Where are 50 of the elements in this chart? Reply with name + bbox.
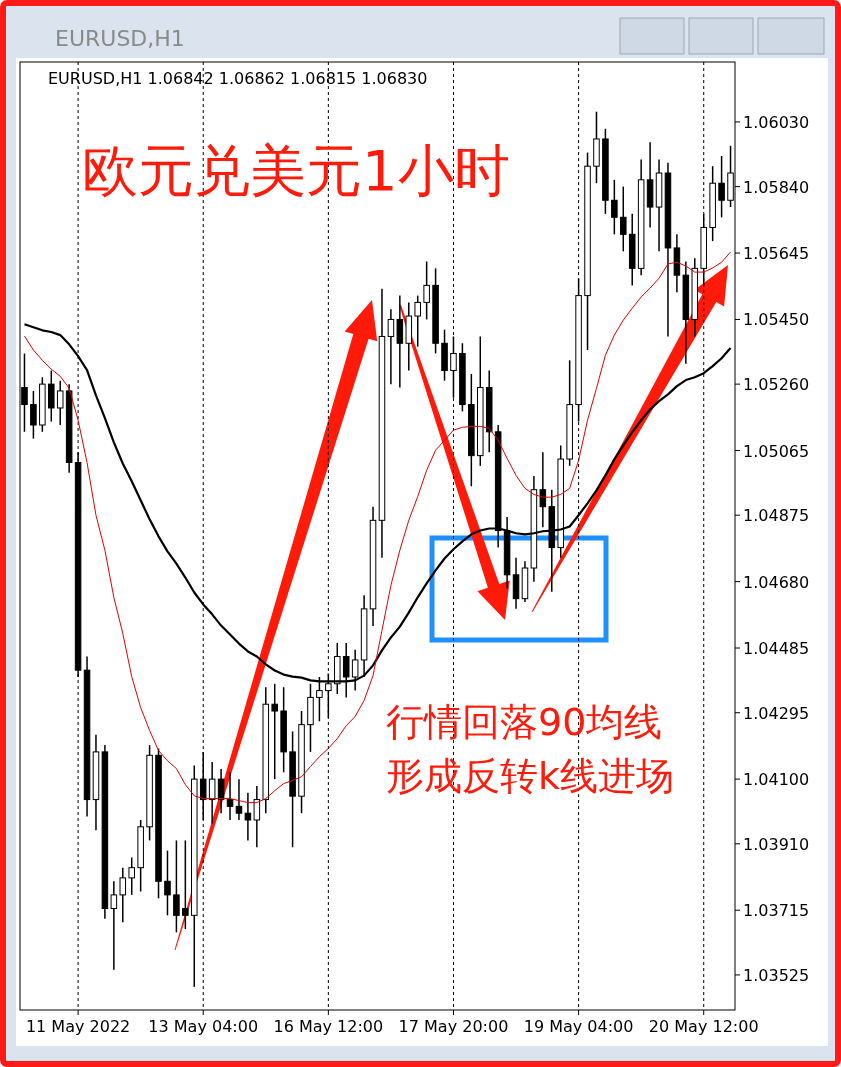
x-tick-label: 19 May 04:00 <box>523 1017 634 1036</box>
candlestick <box>182 839 189 930</box>
y-tick-label: 1.03910 <box>743 834 810 854</box>
y-tick-label: 1.05840 <box>743 177 810 197</box>
candlestick <box>48 369 55 423</box>
candlestick <box>128 856 135 896</box>
candlestick <box>30 390 37 440</box>
candlestick <box>110 880 118 971</box>
chart-title: EURUSD,H1 <box>55 26 185 51</box>
x-tick-label: 20 May 12:00 <box>648 1017 759 1036</box>
y-tick-label: 1.04680 <box>743 572 810 592</box>
candlestick <box>217 768 225 814</box>
x-tick-label: 13 May 04:00 <box>148 1017 259 1036</box>
y-tick-label: 1.05645 <box>743 244 810 264</box>
text: EURUSD,H1 1.06842 1.06862 1.06815 1.06830 <box>48 69 428 88</box>
candlestick <box>718 155 725 219</box>
y-tick-label: 1.03715 <box>743 901 810 921</box>
y-tick-label: 1.04295 <box>743 703 810 723</box>
candlestick <box>396 294 404 389</box>
x-tick-label: 17 May 20:00 <box>398 1017 509 1036</box>
y-tick-label: 1.05260 <box>743 375 810 395</box>
candlestick <box>226 771 234 821</box>
candlestick <box>414 294 421 348</box>
x-tick-label: 11 May 2022 <box>25 1017 131 1036</box>
y-tick-label: 1.04485 <box>743 639 810 659</box>
candlestick <box>423 260 430 321</box>
y-tick-label: 1.04100 <box>743 770 810 790</box>
y-tick-label: 1.04875 <box>743 506 810 526</box>
candlestick <box>173 839 180 934</box>
candlestick <box>539 451 547 528</box>
candlestick <box>611 179 618 236</box>
candlestick <box>56 379 64 426</box>
y-tick-label: 1.03525 <box>743 965 810 985</box>
candlestick <box>235 778 243 821</box>
x-tick-label: 16 May 12:00 <box>273 1017 384 1036</box>
y-tick-label: 1.05065 <box>743 441 810 461</box>
annotation: 欧元兑美元1小时 <box>82 138 510 203</box>
candlestick <box>244 792 252 842</box>
y-tick-label: 1.06030 <box>743 112 810 132</box>
candlestick <box>119 866 127 923</box>
candlestick <box>387 308 395 385</box>
candlestick <box>208 761 216 825</box>
candlestick <box>253 785 261 848</box>
annotation: 形成反转k线进场 <box>386 754 675 798</box>
candlestick <box>164 849 171 917</box>
y-tick-label: 1.05450 <box>743 310 810 330</box>
annotation: 行情回落90均线 <box>386 700 663 744</box>
candlestick <box>620 185 627 253</box>
candlestick <box>271 683 278 780</box>
candlestick <box>512 557 520 610</box>
